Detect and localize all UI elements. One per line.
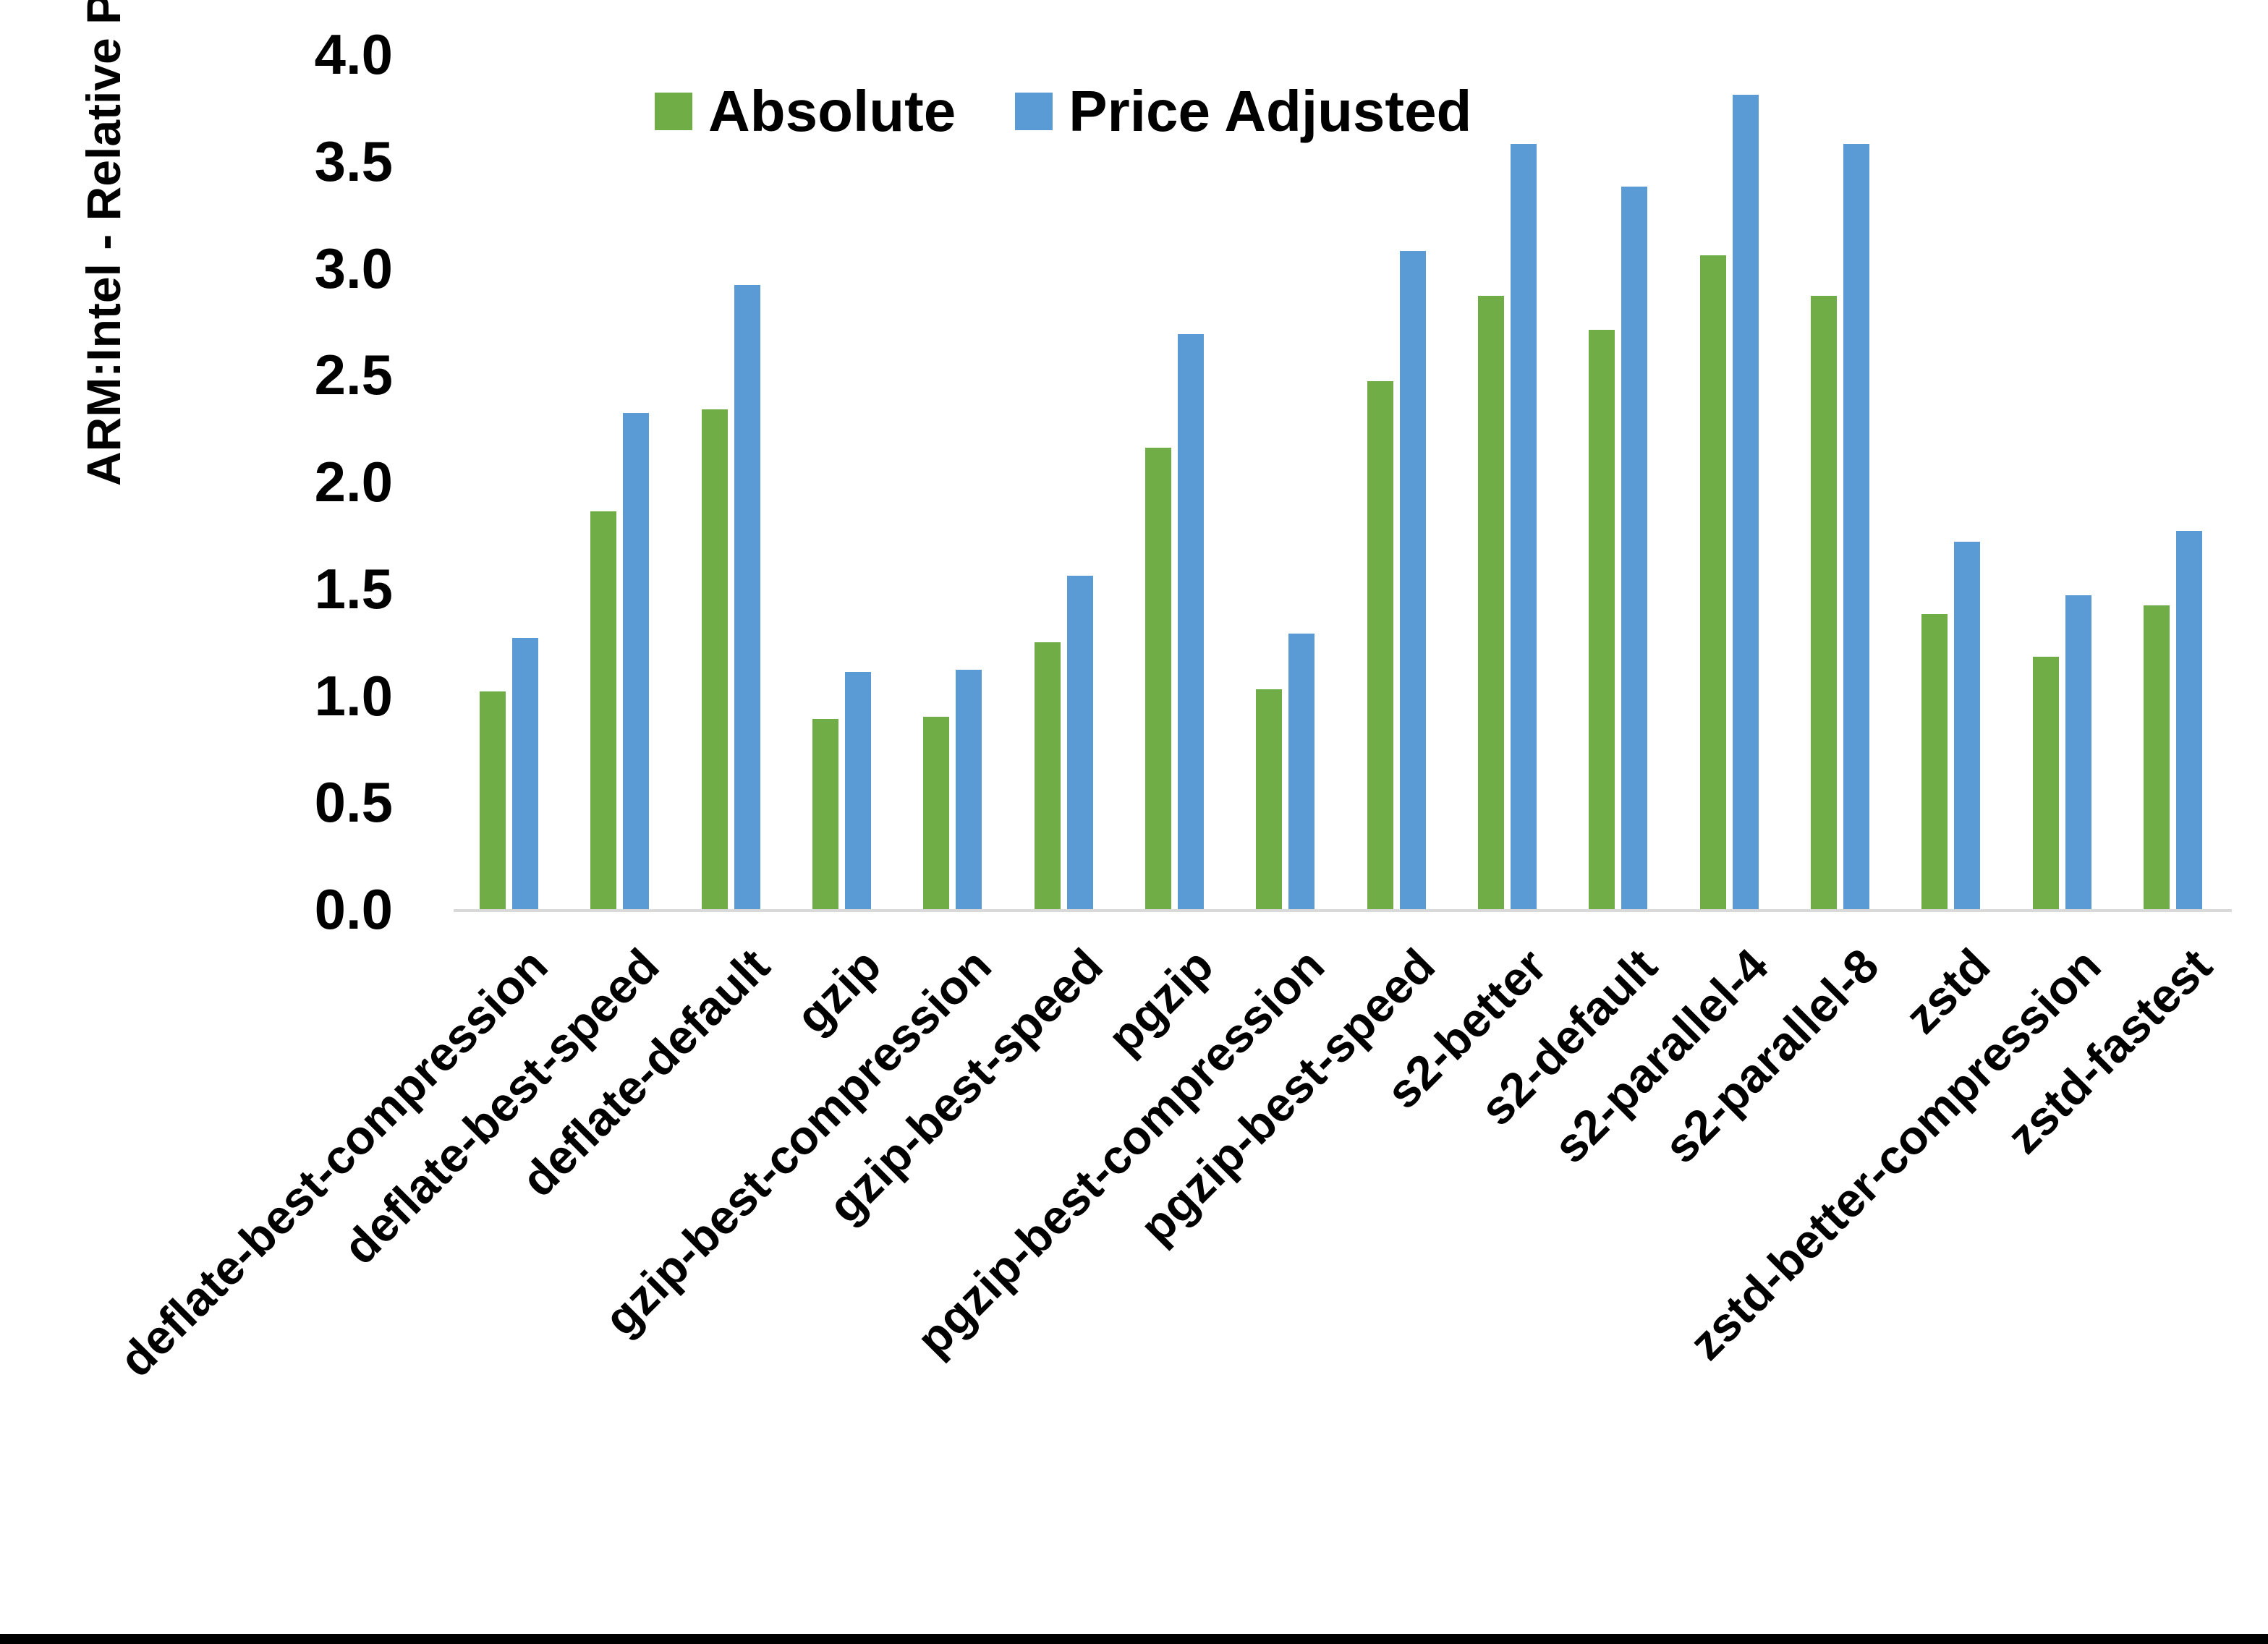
bar [1288, 634, 1314, 909]
bar [1035, 642, 1061, 909]
bar [702, 409, 728, 909]
bar [812, 719, 838, 909]
bar [1400, 251, 1426, 909]
bar [2144, 605, 2170, 909]
bar [1700, 255, 1726, 909]
bar [734, 285, 760, 909]
bar [1478, 296, 1504, 909]
bar [623, 413, 649, 909]
bar [2033, 657, 2059, 909]
y-tick-label: 3.5 [314, 129, 393, 193]
y-tick-label: 2.0 [314, 450, 393, 514]
bar [1589, 330, 1615, 909]
y-tick-label: 1.0 [314, 663, 393, 728]
x-axis-line [454, 909, 2232, 912]
bar [1733, 95, 1759, 909]
bar [1145, 448, 1171, 909]
bar [1256, 689, 1282, 909]
bar [1621, 187, 1647, 909]
legend-label: Price Adjusted [1069, 79, 1472, 143]
bar [923, 717, 949, 909]
y-tick-label: 4.0 [314, 22, 393, 86]
bar [1067, 576, 1093, 909]
bar [1843, 144, 1869, 909]
green-square-icon [655, 93, 692, 130]
bar [1178, 334, 1204, 909]
bar [1367, 381, 1393, 909]
bar [2176, 531, 2202, 909]
y-tick-label: 1.5 [314, 556, 393, 621]
blue-square-icon [1015, 93, 1053, 130]
bar [590, 511, 616, 909]
bar [1811, 296, 1837, 909]
bar [480, 691, 506, 909]
legend-label: Absolute [708, 79, 956, 143]
bottom-border [0, 1634, 2268, 1644]
x-category-label: zstd [1894, 938, 2000, 1044]
bar [1954, 542, 1980, 909]
y-tick-label: 2.5 [314, 343, 393, 407]
bar [845, 672, 871, 909]
y-tick-label: 3.0 [314, 236, 393, 300]
legend-item: Price Adjusted [1015, 78, 1471, 145]
x-category-label: gzip [785, 938, 891, 1044]
y-tick-label: 0.5 [314, 770, 393, 835]
bar [1511, 144, 1537, 909]
bar [956, 670, 982, 909]
bar [2065, 595, 2091, 909]
x-category-label: deflate-best-compression [109, 938, 558, 1387]
y-tick-label: 0.0 [314, 877, 393, 941]
bar [512, 638, 538, 909]
legend: Absolute Price Adjusted [655, 78, 1471, 145]
legend-item: Absolute [655, 78, 956, 145]
bar [1921, 614, 1948, 909]
